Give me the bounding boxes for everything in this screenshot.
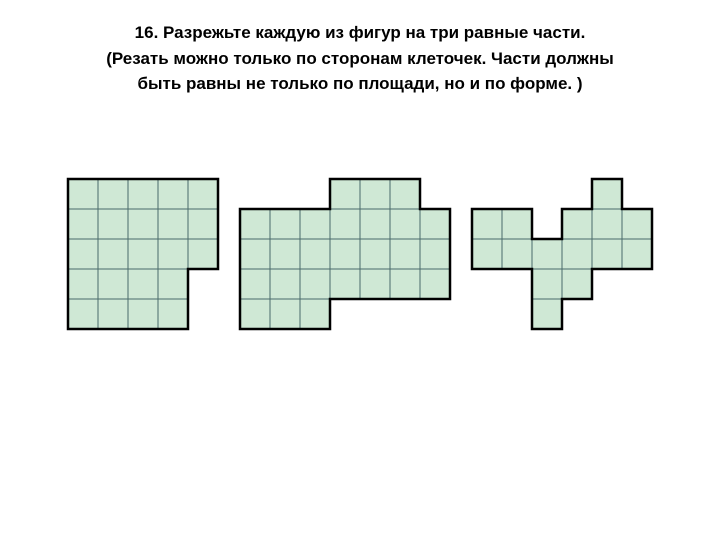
- figure-2: [238, 177, 452, 331]
- header-line-2: (Резать можно только по сторонам клеточе…: [30, 46, 690, 72]
- header-line-1: 16. Разрежьте каждую из фигур на три рав…: [30, 20, 690, 46]
- figures-row: [0, 177, 720, 331]
- figure-1: [66, 177, 220, 331]
- problem-header: 16. Разрежьте каждую из фигур на три рав…: [0, 0, 720, 107]
- figure-3: [470, 177, 654, 331]
- header-line-3: быть равны не только по площади, но и по…: [30, 71, 690, 97]
